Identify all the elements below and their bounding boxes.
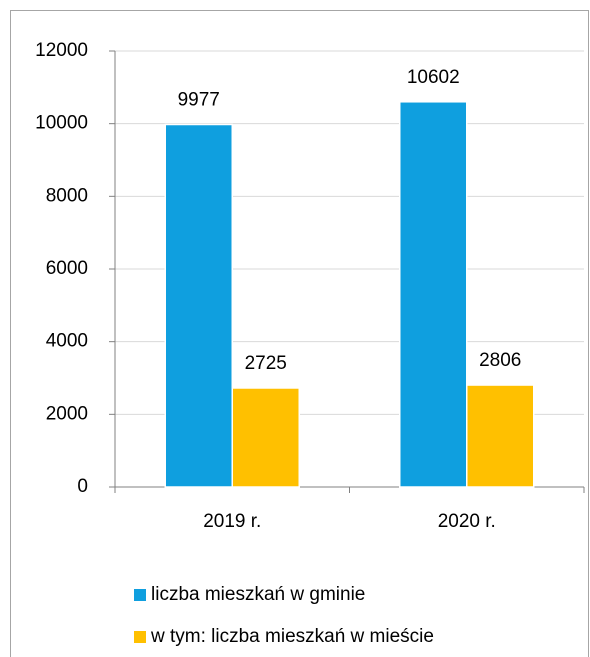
data-label: 10602 — [407, 67, 460, 88]
y-tick-label: 0 — [77, 476, 88, 497]
y-tick-label: 2000 — [46, 403, 88, 424]
x-tick-label: 2019 r. — [203, 511, 261, 532]
y-tick-label: 6000 — [46, 258, 88, 279]
data-label: 2806 — [479, 350, 521, 371]
data-label: 2725 — [245, 353, 287, 374]
bar — [164, 123, 233, 488]
legend-swatch — [134, 589, 146, 601]
x-tick-label: 2020 r. — [438, 511, 496, 532]
bar — [466, 384, 535, 488]
y-tick-label: 8000 — [46, 185, 88, 206]
y-tick-label: 12000 — [35, 40, 88, 61]
y-tick-label: 10000 — [35, 113, 88, 134]
legend-label: w tym: liczba mieszkań w mieście — [150, 626, 434, 647]
bar — [399, 101, 468, 488]
bar — [231, 387, 300, 488]
legend-swatch — [134, 631, 146, 643]
chart-frame — [10, 10, 589, 657]
y-tick-label: 4000 — [46, 331, 88, 352]
legend-label: liczba mieszkań w gminie — [151, 584, 365, 605]
data-label: 9977 — [178, 90, 220, 111]
